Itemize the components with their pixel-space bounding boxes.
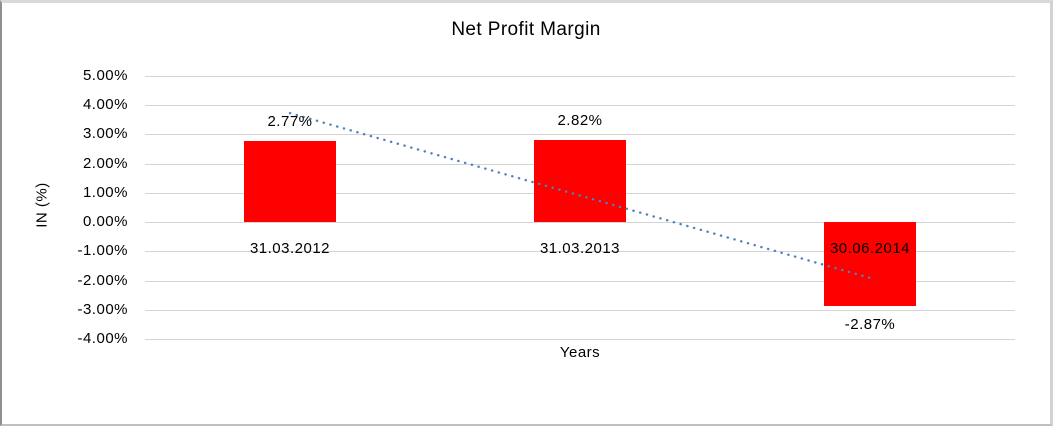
y-tick-label: 5.00% <box>82 67 128 84</box>
y-tick-label: -2.00% <box>77 271 128 289</box>
category-label: 30.06.2014 <box>829 240 911 258</box>
y-tick-label: -3.00% <box>77 300 128 318</box>
x-axis-title: Years <box>559 344 601 361</box>
bar-31.03.2012 <box>244 141 336 223</box>
bar-30.06.2014 <box>824 222 916 306</box>
category-label: 31.03.2012 <box>249 240 331 258</box>
plot-area: 2.77% 31.03.2012 2.82% 31.03.2013 -2.87% 30.0… <box>145 76 1015 340</box>
bar-31.03.2013 <box>534 139 626 223</box>
y-axis-tick-labels: 5.00% 4.00% 3.00% 2.00% 1.00% 0.00% -1.00% -2.0… <box>2 3 1050 424</box>
labels-layer: 2.77% 31.03.2012 2.82% 31.03.2013 -2.87% 30.0… <box>145 76 1015 339</box>
gridline <box>145 222 1015 224</box>
y-tick-label: 4.00% <box>82 96 128 114</box>
gridline <box>145 251 1015 253</box>
gridline <box>145 134 1015 136</box>
gridline <box>145 280 1015 282</box>
data-label: -2.87% <box>844 315 896 333</box>
bars-layer <box>145 76 1015 339</box>
y-tick-label: 3.00% <box>82 125 128 143</box>
chart-title: Net Profit Margin <box>451 19 601 40</box>
y-tick-label: -4.00% <box>77 330 128 347</box>
y-tick-label: -1.00% <box>77 242 128 260</box>
gridline <box>145 105 1015 107</box>
gridline <box>145 309 1015 311</box>
gridline <box>145 339 1015 340</box>
data-label: 2.82% <box>557 111 603 129</box>
category-label: 31.03.2013 <box>539 240 621 258</box>
trendline <box>288 111 872 280</box>
y-tick-label: 1.00% <box>82 183 128 201</box>
y-tick-label: 2.00% <box>82 154 128 172</box>
gridline <box>145 76 1015 77</box>
trendline-path <box>288 111 872 280</box>
data-label: 2.77% <box>267 113 313 131</box>
y-tick-label: 0.00% <box>82 213 128 231</box>
